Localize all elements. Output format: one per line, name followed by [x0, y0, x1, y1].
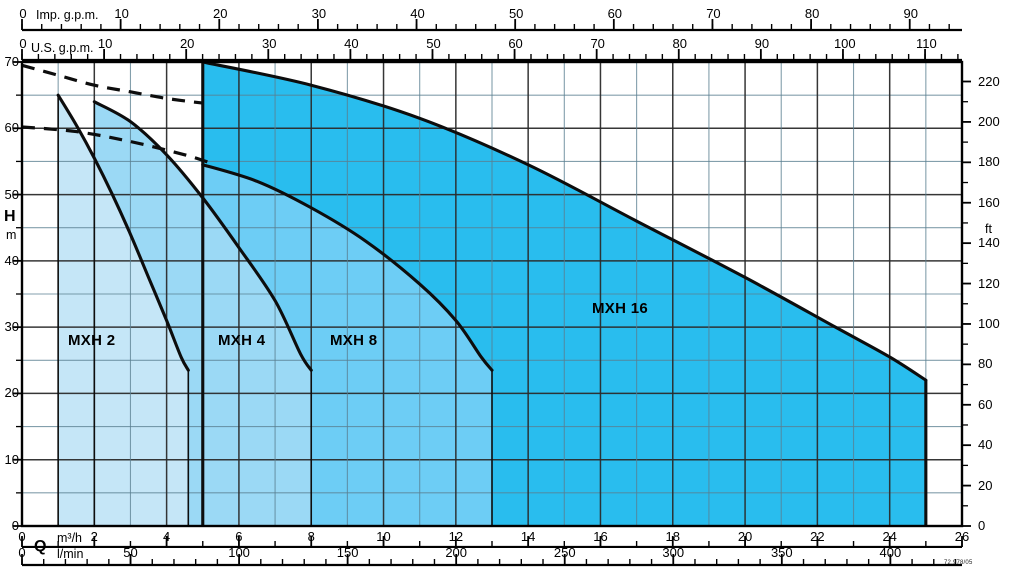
tick-label-m3h: 6 [235, 529, 243, 544]
tick-label-imp-gpm: 70 [706, 6, 721, 21]
axis-symbol-q: Q [34, 538, 47, 555]
tick-label-lmin: 150 [336, 545, 359, 560]
tick-label-h-m: 60 [4, 120, 19, 136]
tick-label-m3h: 16 [593, 529, 608, 544]
tick-label-h-m: 30 [4, 319, 19, 335]
tick-label-lmin: 0 [18, 545, 26, 560]
curve-label-mxh-16: MXH 16 [592, 300, 648, 317]
upper-dashed-envelope [22, 63, 203, 105]
tick-label-h-m: 10 [4, 451, 19, 467]
tick-label-imp-gpm: 80 [804, 6, 820, 21]
tick-label-m3h: 22 [810, 529, 825, 544]
tick-label-h-ft: 100 [978, 315, 1000, 331]
tick-label-h-ft: 120 [978, 275, 1000, 291]
tick-label-us-gpm: 20 [179, 36, 195, 51]
axis-unit-ft: ft [985, 222, 992, 236]
axis-label-m3h: m³/h [57, 531, 82, 545]
tick-label-us-gpm: 70 [590, 36, 605, 51]
tick-label-m3h: 12 [448, 529, 464, 544]
bottom-axis-m3h [0, 526, 1018, 548]
curve-mxh-2 [56, 93, 190, 372]
tick-label-lmin: 100 [228, 545, 250, 560]
tick-label-h-ft: 40 [978, 437, 993, 453]
tick-label-m3h: 20 [737, 529, 753, 544]
tick-label-imp-gpm: 0 [19, 6, 27, 21]
tick-label-lmin: 50 [123, 545, 138, 560]
bottom-axis-lmin [0, 548, 1018, 570]
tick-label-h-m: 20 [4, 385, 19, 401]
tick-label-lmin: 200 [445, 545, 468, 560]
tick-label-imp-gpm: 40 [410, 6, 425, 21]
curve-label-mxh-2: MXH 2 [68, 332, 116, 349]
top-axis-imp-gpm [0, 0, 1018, 36]
tick-label-m3h: 14 [520, 529, 536, 544]
tick-label-imp-gpm: 50 [508, 6, 524, 21]
tick-label-m3h: 4 [162, 529, 171, 544]
tick-label-m3h: 2 [90, 529, 98, 544]
curve-label-mxh-4: MXH 4 [218, 332, 266, 349]
curve-label-mxh-8: MXH 8 [330, 332, 378, 349]
tick-label-imp-gpm: 10 [114, 6, 129, 21]
tick-label-us-gpm: 100 [833, 36, 856, 51]
tick-label-us-gpm: 30 [262, 36, 277, 51]
tick-label-imp-gpm: 30 [311, 6, 327, 21]
tick-label-m3h: 18 [665, 529, 680, 544]
tick-label-us-gpm: 40 [344, 36, 359, 51]
top-axis-us-gpm [0, 30, 1018, 62]
tick-label-h-m: 50 [4, 186, 19, 202]
drawing-code: 72.978/05 [944, 560, 973, 566]
tick-label-m3h: 26 [954, 529, 970, 544]
tick-label-us-gpm: 50 [426, 36, 441, 51]
curve-mxh-16 [201, 62, 928, 382]
tick-label-imp-gpm: 90 [903, 6, 918, 21]
tick-label-h-ft: 0 [978, 518, 986, 533]
tick-label-h-ft: 20 [978, 477, 993, 493]
tick-label-us-gpm: 0 [19, 36, 27, 51]
tick-label-h-ft: 220 [978, 73, 1000, 89]
tick-label-h-ft: 180 [978, 154, 1000, 170]
curve-mxh-4 [92, 100, 313, 372]
tick-label-us-gpm: 90 [754, 36, 770, 51]
axis-label-us-gpm: U.S. g.p.m. [31, 41, 94, 55]
tick-label-m3h: 10 [376, 529, 391, 544]
tick-label-lmin: 300 [662, 545, 685, 560]
tick-label-h-ft: 60 [978, 396, 993, 412]
curve-mxh-8 [201, 163, 494, 372]
tick-label-h-m: 0 [11, 518, 19, 533]
axis-unit-m: m [6, 228, 17, 242]
tick-label-h-ft: 160 [978, 194, 1000, 210]
tick-label-h-m: 40 [4, 252, 19, 268]
tick-label-h-ft: 80 [978, 356, 993, 372]
axis-label-lmin: l/min [57, 547, 84, 561]
tick-label-lmin: 400 [879, 545, 902, 560]
axis-symbol-h: H [4, 208, 16, 225]
tick-label-m3h: 0 [18, 529, 26, 544]
tick-label-h-ft: 140 [978, 235, 1000, 251]
tick-label-us-gpm: 10 [97, 36, 113, 51]
tick-label-h-m: 70 [4, 54, 19, 69]
tick-label-imp-gpm: 60 [607, 6, 623, 21]
axis-label-imp-gpm: Imp. g.p.m. [36, 8, 99, 22]
tick-label-lmin: 350 [770, 545, 793, 560]
band-mxh-2 [58, 95, 189, 526]
tick-label-imp-gpm: 20 [213, 6, 228, 21]
tick-label-h-ft: 200 [978, 113, 1000, 129]
tick-label-lmin: 250 [553, 545, 576, 560]
tick-label-us-gpm: 80 [672, 36, 687, 51]
tick-label-m3h: 24 [882, 529, 897, 544]
tick-label-m3h: 8 [307, 529, 315, 544]
tick-label-us-gpm: 60 [508, 36, 523, 51]
tick-label-us-gpm: 110 [916, 36, 937, 51]
